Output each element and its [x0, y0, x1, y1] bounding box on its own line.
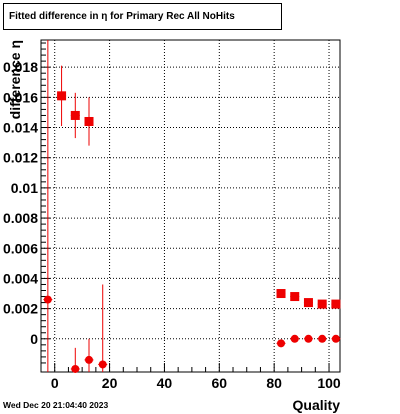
- data-point-circle: [98, 360, 107, 369]
- data-point-square: [276, 289, 286, 299]
- x-tick-label: 40: [157, 375, 173, 391]
- x-tick-label: 80: [266, 375, 282, 391]
- data-point-circle: [304, 334, 313, 343]
- y-tick-label: 0.016: [3, 89, 38, 105]
- x-tick-label: 100: [317, 375, 341, 391]
- data-point-square: [84, 116, 94, 126]
- y-tick-label: 0.006: [3, 240, 38, 256]
- data-point-circle: [331, 334, 340, 343]
- data-point-circle: [290, 334, 299, 343]
- footer-timestamp: Wed Dec 20 21:04:40 2023: [3, 400, 109, 410]
- y-tick-label: 0.018: [3, 59, 38, 75]
- data-point-square: [290, 292, 300, 302]
- data-point-circle: [43, 295, 52, 304]
- data-point-circle: [277, 339, 286, 348]
- data-point-square: [57, 91, 67, 101]
- data-points: [43, 40, 341, 373]
- chart-title: Fitted difference in η for Primary Rec A…: [3, 3, 282, 30]
- data-point-circle: [85, 355, 94, 364]
- data-point-square: [317, 299, 327, 309]
- y-tick-label: 0: [30, 331, 38, 347]
- data-point-circle: [318, 334, 327, 343]
- data-point-square: [70, 110, 80, 120]
- data-point-square: [331, 299, 341, 309]
- data-point-circle: [71, 364, 80, 373]
- y-tick-label: 0.002: [3, 301, 38, 317]
- tick-labels: 0 20 40 60 80 100 0 0.002 0.004 0.006 0.008 0.01 0.0…: [3, 59, 341, 391]
- grid: [41, 40, 340, 372]
- axis-ticks: [40, 42, 330, 372]
- y-tick-label: 0.004: [3, 270, 38, 286]
- plot-frame: [40, 39, 341, 373]
- y-tick-label: 0.008: [3, 210, 38, 226]
- y-tick-label: 0.012: [3, 150, 38, 166]
- y-tick-label: 0.014: [3, 120, 38, 136]
- y-tick-label: 0.01: [11, 180, 38, 196]
- y-axis-label: difference η: [7, 40, 23, 119]
- data-point-square: [303, 298, 313, 308]
- x-tick-label: 60: [212, 375, 228, 391]
- x-tick-label: 0: [51, 375, 59, 391]
- x-axis-label: Quality: [293, 397, 341, 413]
- x-tick-label: 20: [102, 375, 118, 391]
